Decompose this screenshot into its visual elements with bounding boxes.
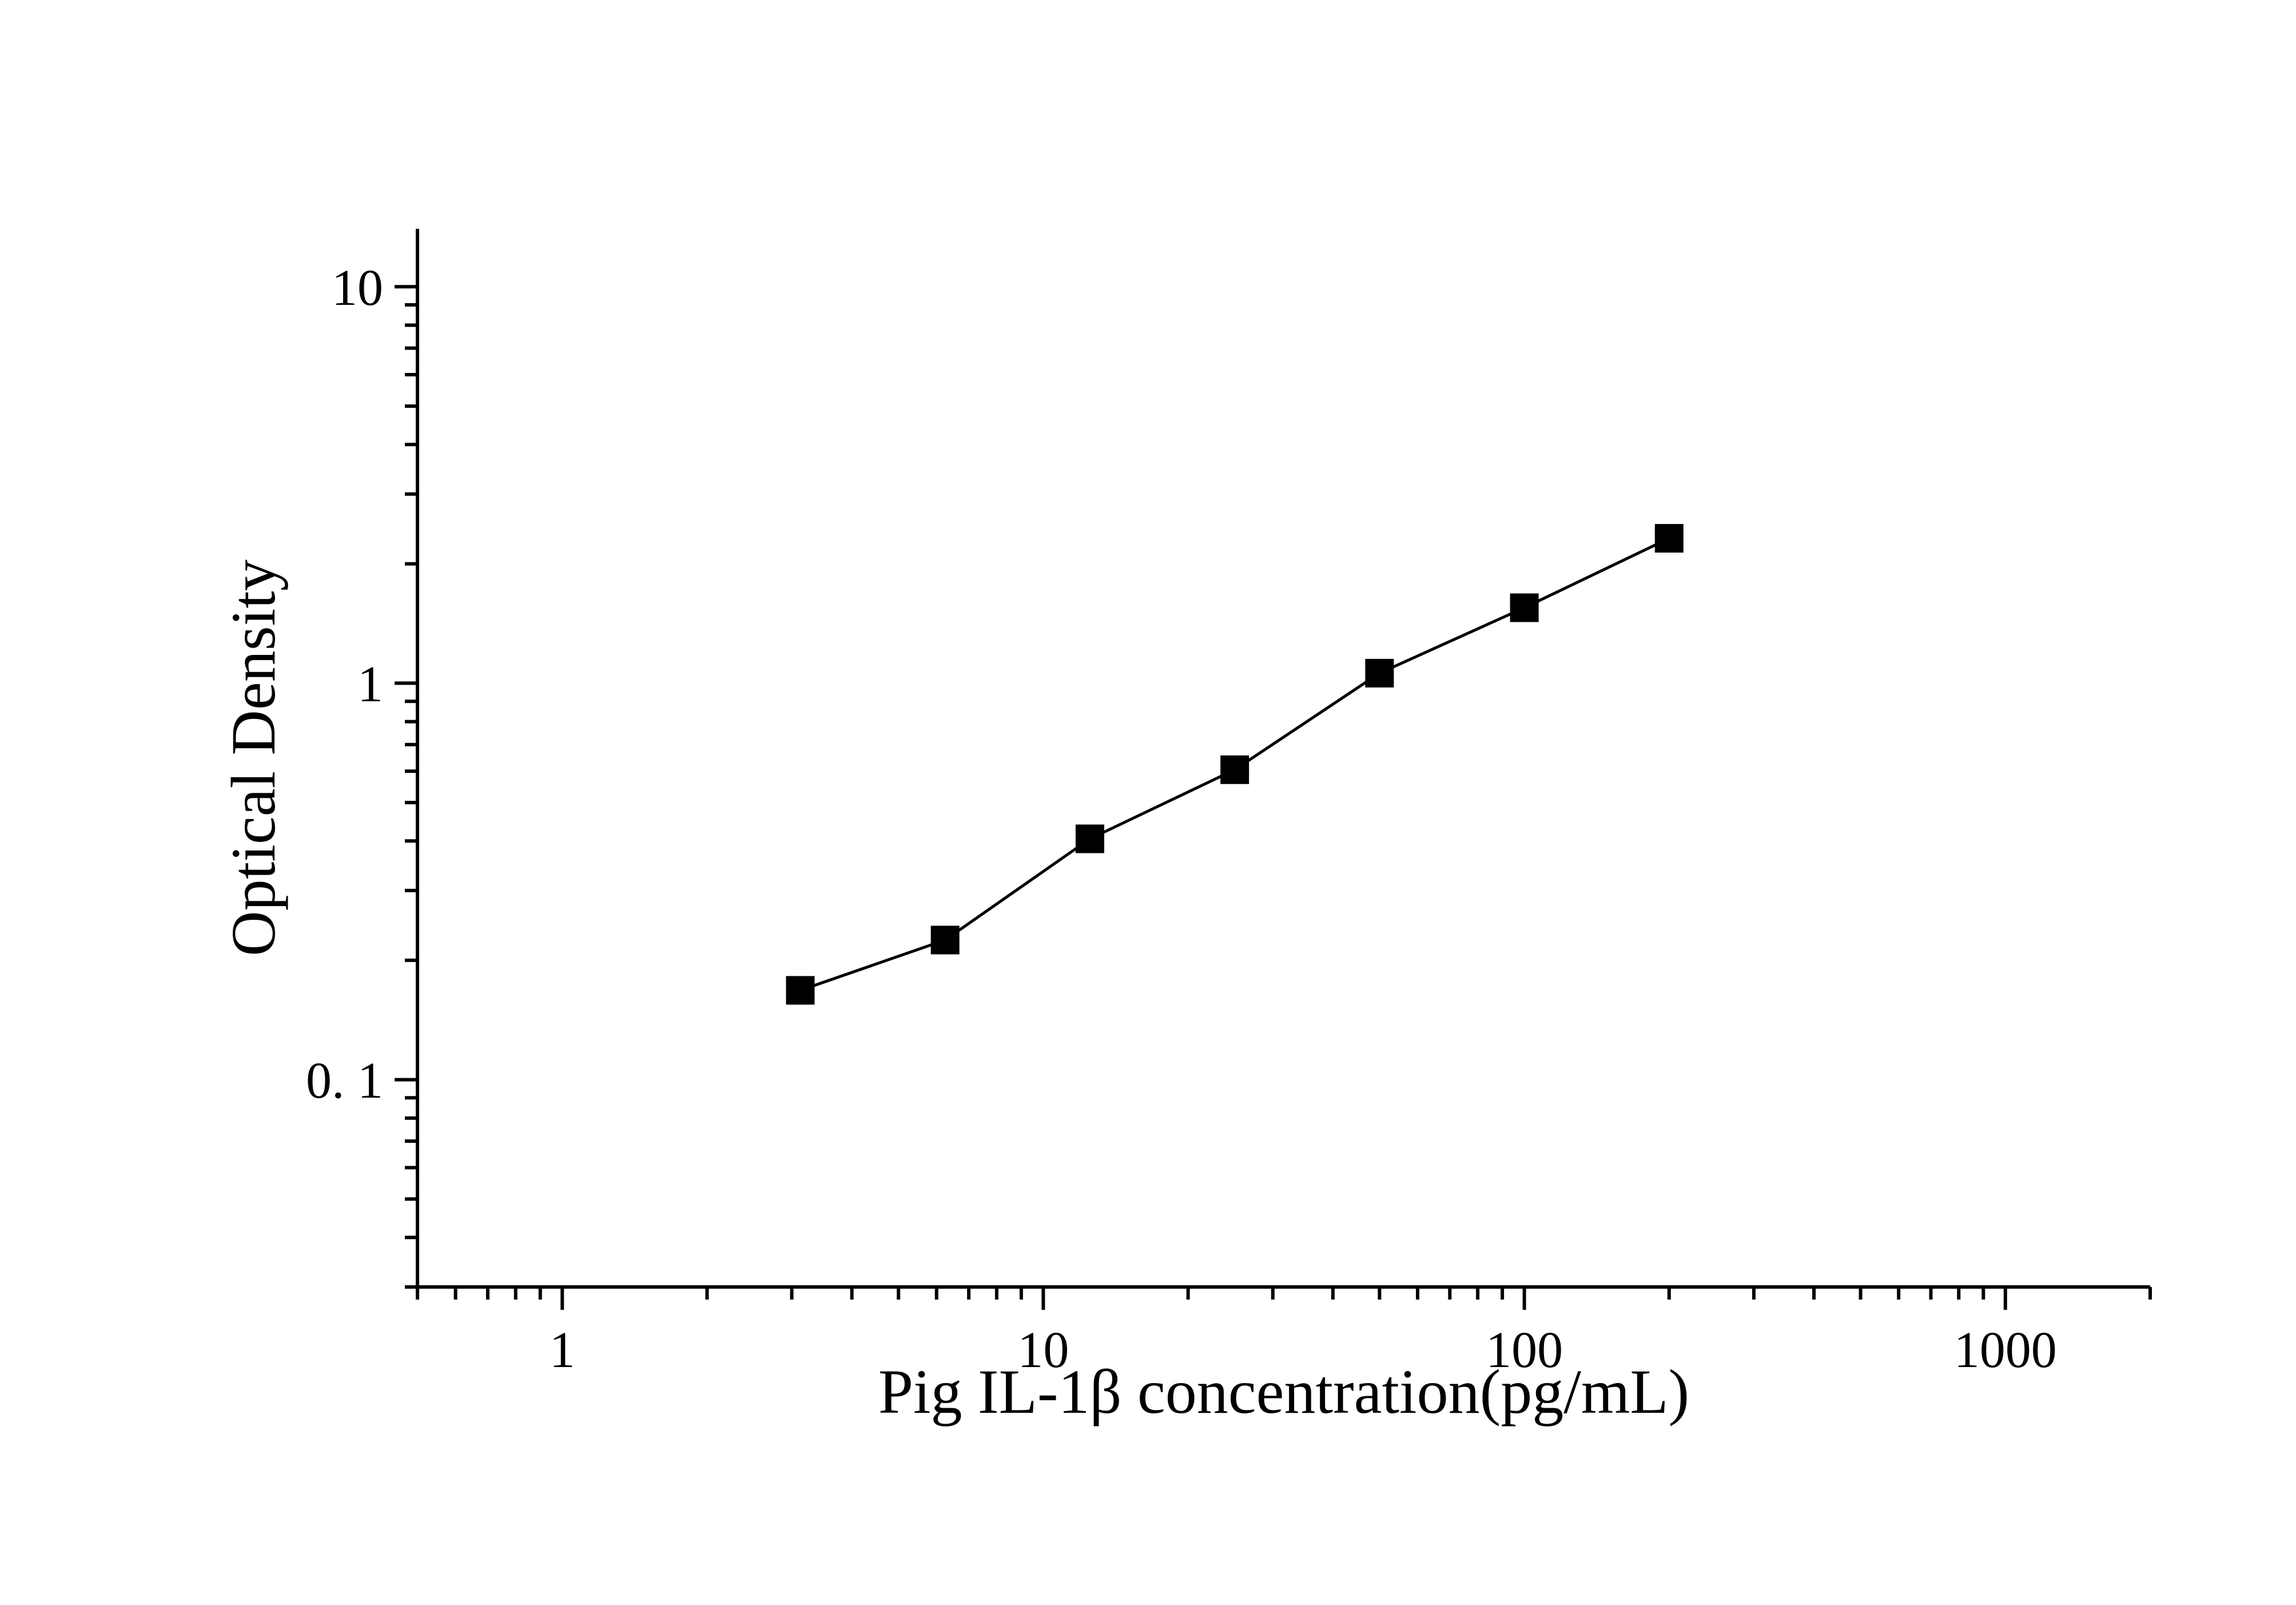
y-tick-label: 1 xyxy=(357,656,383,713)
y-tick-label: 10 xyxy=(332,260,383,316)
data-point-marker xyxy=(786,976,814,1004)
x-tick-label: 1 xyxy=(550,1322,575,1378)
x-axis-label: Pig IL-1β concentration(pg/mL) xyxy=(878,1357,1689,1427)
data-point-marker xyxy=(1220,756,1249,784)
data-point-marker xyxy=(931,925,960,954)
data-point-marker xyxy=(1365,659,1394,688)
data-point-marker xyxy=(1655,524,1684,553)
x-tick-label: 1000 xyxy=(1954,1322,2057,1378)
chart-container: 11010010000. 1110Pig IL-1β concentration… xyxy=(0,0,2296,1605)
standard-curve-chart: 11010010000. 1110Pig IL-1β concentration… xyxy=(0,0,2296,1605)
data-point-marker xyxy=(1076,825,1104,853)
y-axis-label: Optical Density xyxy=(218,559,288,956)
y-tick-label: 0. 1 xyxy=(306,1052,383,1109)
data-point-marker xyxy=(1510,594,1539,622)
